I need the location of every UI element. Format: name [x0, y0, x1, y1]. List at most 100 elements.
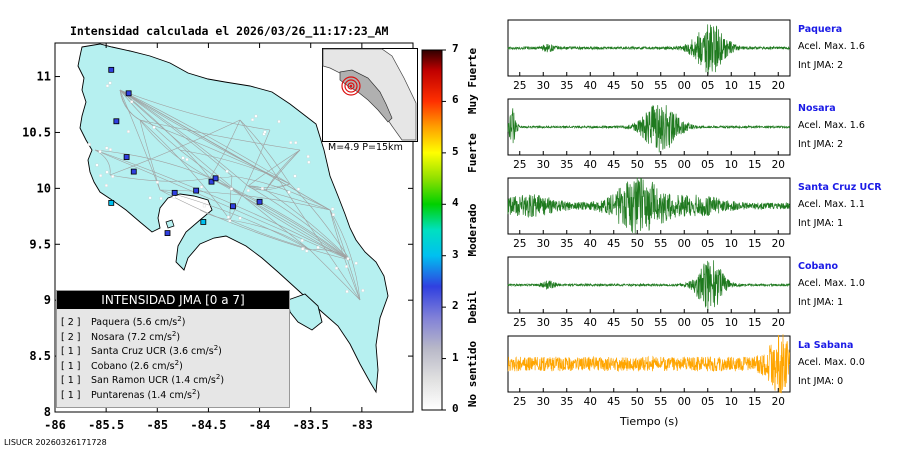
time-tick-label: 20 — [772, 159, 785, 171]
legend-station: Paquera (5.6 cm/s — [91, 317, 178, 329]
road — [247, 183, 291, 191]
town-dot — [289, 141, 293, 145]
time-tick-label: 45 — [607, 159, 620, 171]
inset-epicenter — [341, 76, 361, 96]
road — [94, 149, 211, 179]
time-tick-label: 55 — [654, 80, 667, 92]
town-dot — [345, 290, 349, 293]
town-dot — [105, 170, 109, 174]
time-tick-label: 30 — [537, 396, 550, 408]
time-tick-label: 20 — [772, 317, 785, 329]
station-jma: Int JMA: 1 — [798, 218, 844, 229]
time-tick-label: 55 — [654, 238, 667, 250]
town-dot — [155, 180, 159, 184]
station-marker — [256, 198, 263, 205]
y-tick-label: 8.5 — [29, 349, 51, 363]
road — [119, 89, 233, 177]
time-tick-label: 35 — [560, 159, 573, 171]
station-jma: Int JMA: 2 — [798, 60, 844, 71]
station-accel: Acel. Max. 0.0 — [798, 357, 865, 368]
legend-close: ) — [179, 360, 183, 372]
epicenter-ring — [347, 82, 355, 90]
legend-row: [ 1 ] Cobano (2.6 cm/s2) — [57, 356, 289, 372]
town-dot — [202, 204, 206, 208]
colorbar-tick-label: 4 — [452, 196, 459, 210]
page-title: Intensidad calculada el 2026/03/26_11:17… — [70, 24, 389, 38]
legend-station: Santa Cruz UCR (3.6 cm/s — [91, 346, 214, 358]
town-dot — [200, 185, 204, 189]
colorbar-band-label: Debil — [466, 290, 479, 324]
time-tick-label: 00 — [678, 159, 691, 171]
time-tick-label: 50 — [631, 159, 644, 171]
time-tick-label: 15 — [748, 396, 761, 408]
time-tick-label: 50 — [631, 317, 644, 329]
colorbar-band-label: Muy Fuerte — [466, 47, 479, 114]
intensity-legend: INTENSIDAD JMA [0 a 7] [ 2 ] Paquera (5.6… — [56, 290, 290, 408]
town-dot — [294, 141, 298, 145]
road — [229, 175, 233, 221]
legend-row: [ 2 ] Nosara (7.2 cm/s2) — [57, 327, 289, 343]
legend-level: [ 1 ] — [61, 360, 81, 372]
station-name: Cobano — [798, 261, 838, 272]
town-dot — [331, 207, 335, 211]
time-tick-label: 40 — [584, 80, 597, 92]
station-marker — [193, 187, 200, 194]
road — [139, 119, 301, 151]
time-tick-label: 45 — [607, 80, 620, 92]
town-dot — [305, 249, 309, 253]
land-island — [165, 219, 175, 229]
road — [247, 149, 301, 187]
time-tick-label: 20 — [772, 80, 785, 92]
intensity-colorbar — [421, 49, 446, 411]
station-marker — [200, 219, 207, 225]
station-name: Santa Cruz UCR — [798, 182, 882, 193]
colorbar-band-label: Fuerte — [466, 132, 479, 173]
time-tick-label: 05 — [701, 396, 714, 408]
station-marker — [208, 178, 215, 185]
legend-station: Cobano (2.6 cm/s — [91, 360, 175, 372]
x-tick-label: -83 — [351, 418, 373, 432]
town-dot — [105, 146, 109, 150]
town-dot — [87, 143, 91, 146]
road — [119, 89, 271, 131]
land-osa-peninsula — [287, 293, 323, 331]
time-tick-label: 00 — [678, 80, 691, 92]
legend-level: [ 1 ] — [61, 346, 81, 358]
road — [139, 119, 211, 179]
town-dot — [130, 100, 134, 104]
town-dot — [251, 118, 254, 122]
seismogram-trace — [507, 177, 791, 234]
town-dot — [111, 175, 115, 178]
time-tick-label: 05 — [701, 238, 714, 250]
time-tick-label: 10 — [725, 80, 738, 92]
time-tick-label: 45 — [607, 238, 620, 250]
y-tick-label: 9.5 — [29, 237, 51, 251]
legend-row: [ 2 ] Paquera (5.6 cm/s2) — [57, 312, 289, 329]
road — [139, 119, 231, 221]
town-dot — [354, 261, 358, 265]
colorbar-tick-label: 1 — [452, 350, 459, 364]
colorbar-band-label: No sentido — [466, 340, 479, 408]
station-marker — [130, 168, 137, 175]
time-tick-label: 35 — [560, 238, 573, 250]
time-tick-label: 05 — [701, 317, 714, 329]
legend-exponent: 2 — [171, 329, 177, 338]
station-accel: Acel. Max. 1.6 — [798, 120, 865, 131]
time-tick-label: 15 — [748, 80, 761, 92]
legend-close: ) — [176, 331, 181, 343]
road — [119, 89, 331, 211]
time-tick-label: 25 — [513, 80, 526, 92]
epicenter-ring — [341, 76, 361, 96]
inset-caption: M=4.9 P=15km — [328, 142, 403, 153]
time-tick-label: 50 — [631, 80, 644, 92]
station-jma: Int JMA: 0 — [798, 376, 844, 387]
town-dot — [260, 187, 264, 190]
y-tick-label: 10.5 — [22, 125, 51, 139]
road — [209, 177, 351, 261]
colorbar-tick-label: 6 — [452, 93, 459, 107]
legend-close: ) — [220, 375, 225, 387]
station-accel: Acel. Max. 1.0 — [798, 278, 865, 289]
time-tick-label: 10 — [725, 396, 738, 408]
seismogram-trace — [507, 24, 791, 75]
road — [159, 189, 311, 251]
